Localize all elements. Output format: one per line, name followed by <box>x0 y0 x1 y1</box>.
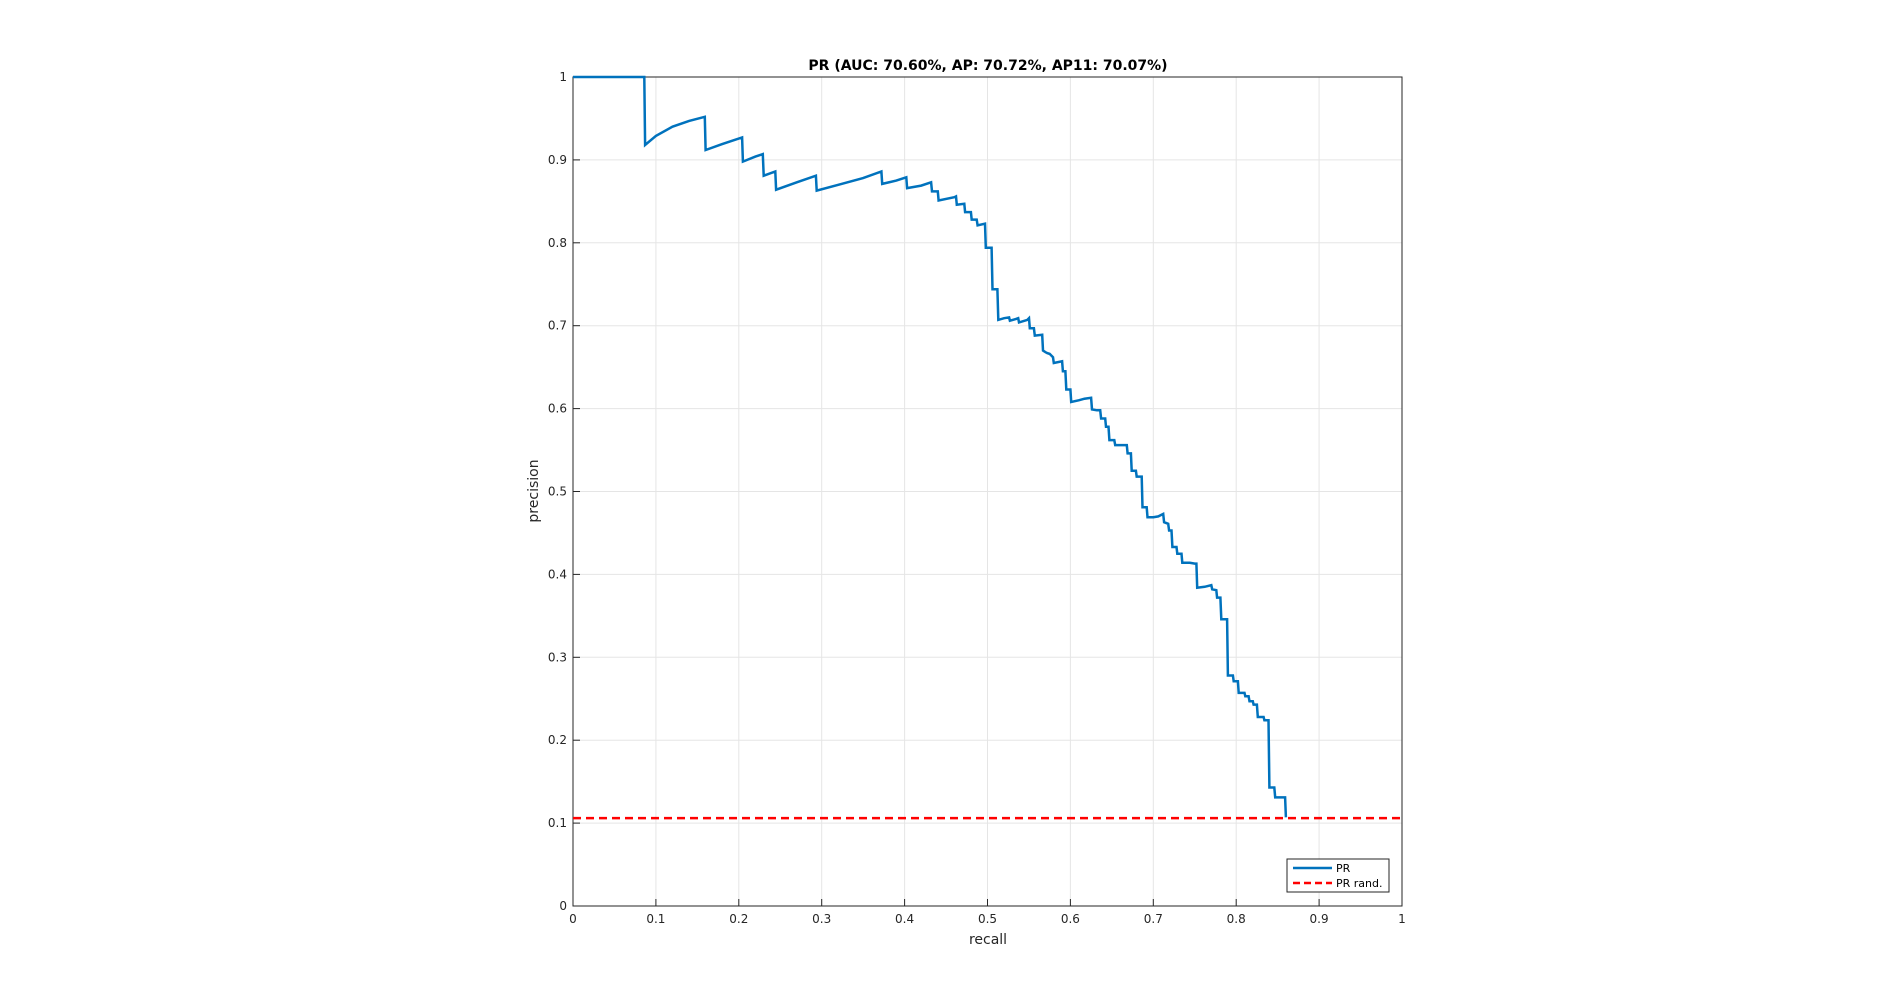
series-layer <box>573 75 1402 820</box>
y-tick-label: 0.8 <box>548 236 567 250</box>
legend: PR PR rand. <box>1286 858 1390 893</box>
y-axis-label: precision <box>526 459 542 522</box>
y-tick-label: 0.1 <box>548 816 567 830</box>
x-tick-label: 0.5 <box>978 912 997 926</box>
y-tick-labels: 0 0.1 0.2 0.3 0.4 0.5 0.6 0.7 0.8 0.9 1 <box>548 70 567 913</box>
x-tick-label: 0.2 <box>729 912 748 926</box>
legend-label-pr: PR <box>1336 862 1351 875</box>
y-tick-label: 0.5 <box>548 485 567 499</box>
x-tick-label: 0.1 <box>646 912 665 926</box>
series-line-pr <box>573 75 1288 818</box>
y-tick-label: 0.7 <box>548 319 567 333</box>
y-tick-label: 0.6 <box>548 402 567 416</box>
y-tick-label: 0.2 <box>548 733 567 747</box>
y-tick-label: 0.4 <box>548 567 567 581</box>
x-tick-label: 0.3 <box>812 912 831 926</box>
y-tick-label: 0 <box>559 899 567 913</box>
x-tick-label: 0 <box>569 912 577 926</box>
x-tick-labels: 0 0.1 0.2 0.3 0.4 0.5 0.6 0.7 0.8 0.9 1 <box>569 912 1406 926</box>
y-tick-label: 0.3 <box>548 650 567 664</box>
x-axis-label: recall <box>969 932 1007 948</box>
x-tick-label: 0.4 <box>895 912 914 926</box>
x-tick-label: 0.9 <box>1310 912 1329 926</box>
legend-box <box>1286 858 1390 893</box>
chart-title: PR (AUC: 70.60%, AP: 70.72%, AP11: 70.07… <box>808 58 1167 74</box>
x-tick-label: 0.8 <box>1227 912 1246 926</box>
x-tick-label: 0.7 <box>1144 912 1163 926</box>
y-tick-label: 0.9 <box>548 153 567 167</box>
x-tick-label: 1 <box>1398 912 1406 926</box>
x-tick-label: 0.6 <box>1061 912 1080 926</box>
axes-box <box>572 76 1403 907</box>
y-tick-label: 1 <box>559 70 567 84</box>
legend-label-pr-rand: PR rand. <box>1336 877 1383 890</box>
